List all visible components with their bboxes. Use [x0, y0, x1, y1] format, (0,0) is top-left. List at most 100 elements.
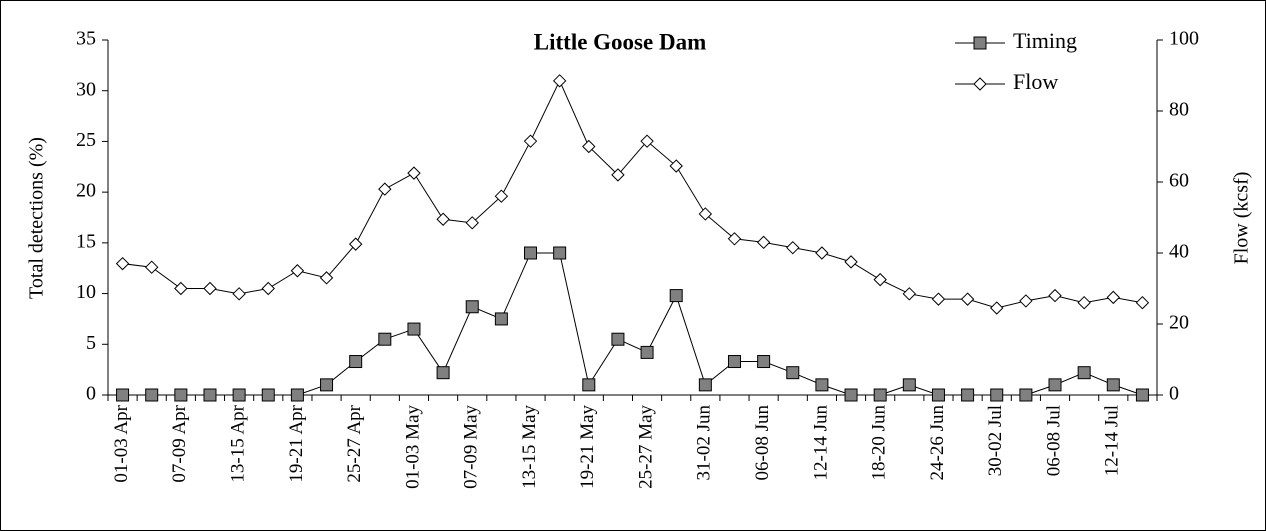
- data-point: [145, 260, 159, 274]
- data-point: [902, 287, 917, 301]
- data-point: [290, 264, 305, 278]
- data-point: [786, 240, 800, 255]
- y-tick-label: 5: [86, 332, 96, 354]
- data-point: [378, 332, 392, 346]
- y2-tick-label: 80: [1169, 99, 1189, 121]
- x-tick-label: 01-03 May: [402, 405, 423, 489]
- x-tick-label: 07-09 Apr: [169, 404, 190, 482]
- legend-marker: [973, 77, 987, 91]
- data-point: [582, 378, 596, 392]
- data-point: [611, 332, 625, 346]
- y-tick-label: 25: [76, 129, 96, 151]
- data-point: [1077, 366, 1091, 380]
- data-point: [290, 388, 304, 402]
- x-tick-label: 13-15 Apr: [227, 404, 248, 482]
- data-point: [1019, 294, 1033, 308]
- y-tick-label: 10: [76, 281, 96, 303]
- data-point: [756, 235, 771, 250]
- data-point: [232, 388, 246, 402]
- data-point: [174, 388, 188, 402]
- data-point: [931, 388, 945, 402]
- data-point: [786, 366, 800, 380]
- x-tick-label: 06-08 Jul: [1043, 405, 1064, 476]
- data-point: [348, 237, 363, 251]
- data-point: [961, 388, 975, 402]
- data-point: [902, 378, 916, 392]
- x-tick-label: 12-14 Jul: [1102, 405, 1123, 476]
- y-axis-label: Total detections (%): [26, 137, 48, 299]
- data-point: [436, 212, 450, 226]
- data-point: [203, 388, 217, 402]
- y-tick-label: 0: [86, 383, 96, 405]
- data-point: [727, 355, 741, 369]
- data-point: [174, 281, 188, 296]
- x-tick-label: 19-21 May: [577, 405, 598, 489]
- data-point: [873, 388, 887, 402]
- data-point: [465, 300, 479, 314]
- x-tick-label: 31-02 Jun: [694, 405, 715, 481]
- data-point: [960, 292, 975, 306]
- data-point: [116, 388, 130, 402]
- data-point: [844, 255, 858, 269]
- data-point: [203, 281, 217, 296]
- x-tick-label: 30-02 Jul: [985, 405, 1006, 476]
- x-tick-label: 12-14 Jun: [810, 405, 831, 481]
- data-point: [582, 139, 596, 154]
- data-point: [523, 134, 538, 148]
- x-tick-label: 01-03 Apr: [111, 404, 132, 482]
- data-point: [640, 134, 654, 148]
- x-tick-label: 19-21 Apr: [286, 404, 307, 482]
- data-point: [378, 182, 392, 196]
- data-point: [1106, 290, 1120, 305]
- data-point: [1048, 288, 1062, 303]
- y-tick-label: 30: [76, 78, 96, 100]
- legend-label: Flow: [1013, 69, 1058, 94]
- chart-title: Little Goose Dam: [534, 29, 706, 54]
- y-tick-label: 35: [76, 28, 96, 50]
- data-point: [436, 366, 450, 380]
- data-point: [552, 74, 567, 88]
- y-tick-label: 20: [76, 180, 96, 202]
- y2-tick-label: 20: [1169, 312, 1189, 334]
- data-point: [1106, 378, 1120, 392]
- data-point: [698, 207, 713, 221]
- data-point: [669, 289, 683, 303]
- data-point: [319, 271, 334, 285]
- y2-axis-label: Flow (kcsf): [1231, 172, 1253, 265]
- data-point: [465, 216, 479, 230]
- data-point: [553, 246, 567, 260]
- data-point: [261, 281, 275, 296]
- data-point: [494, 312, 508, 326]
- data-point: [1135, 295, 1150, 310]
- data-point: [407, 166, 421, 180]
- y2-tick-label: 60: [1169, 170, 1189, 192]
- data-point: [844, 388, 858, 402]
- data-point: [990, 301, 1004, 315]
- x-tick-label: 06-08 Jun: [752, 405, 773, 481]
- data-point: [349, 355, 363, 369]
- data-point: [698, 378, 712, 392]
- data-point: [232, 287, 246, 301]
- y2-tick-label: 0: [1169, 383, 1179, 405]
- x-tick-label: 18-20 Jun: [869, 405, 890, 481]
- x-tick-label: 13-15 May: [519, 405, 540, 489]
- data-point: [261, 388, 275, 402]
- data-point: [145, 388, 159, 402]
- data-point: [990, 388, 1004, 402]
- data-point: [407, 322, 421, 336]
- x-tick-label: 07-09 May: [461, 405, 482, 489]
- data-point: [931, 292, 946, 306]
- data-point: [1048, 378, 1062, 392]
- y2-tick-label: 100: [1169, 28, 1199, 50]
- data-point: [757, 355, 771, 369]
- data-point: [1077, 295, 1091, 310]
- data-point: [1019, 388, 1033, 402]
- data-point: [115, 256, 130, 271]
- legend-label: Timing: [1013, 28, 1077, 53]
- data-point: [815, 378, 829, 392]
- y2-tick-label: 40: [1169, 241, 1189, 263]
- data-point: [494, 189, 509, 203]
- data-point: [1135, 388, 1149, 402]
